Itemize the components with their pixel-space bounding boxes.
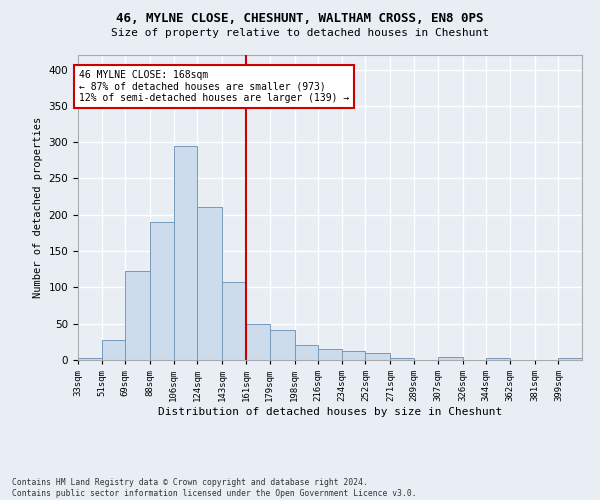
Bar <box>125 272 150 360</box>
Text: 46 MYLNE CLOSE: 168sqm
← 87% of detached houses are smaller (973)
12% of semi-de: 46 MYLNE CLOSE: 168sqm ← 87% of detached… <box>79 70 350 102</box>
Bar <box>269 330 295 360</box>
Bar <box>174 146 197 360</box>
Bar <box>486 358 510 360</box>
Text: 46, MYLNE CLOSE, CHESHUNT, WALTHAM CROSS, EN8 0PS: 46, MYLNE CLOSE, CHESHUNT, WALTHAM CROSS… <box>116 12 484 26</box>
Bar <box>391 358 414 360</box>
Bar <box>150 222 174 360</box>
Bar <box>365 352 391 360</box>
Bar <box>342 352 365 360</box>
Bar <box>318 349 342 360</box>
Bar <box>295 346 318 360</box>
Bar <box>78 358 101 360</box>
Bar <box>197 208 223 360</box>
Text: Size of property relative to detached houses in Cheshunt: Size of property relative to detached ho… <box>111 28 489 38</box>
Bar <box>246 324 269 360</box>
Bar <box>437 357 463 360</box>
Bar <box>559 358 582 360</box>
Bar <box>223 282 246 360</box>
Text: Contains HM Land Registry data © Crown copyright and database right 2024.
Contai: Contains HM Land Registry data © Crown c… <box>12 478 416 498</box>
Y-axis label: Number of detached properties: Number of detached properties <box>33 117 43 298</box>
Bar <box>101 340 125 360</box>
X-axis label: Distribution of detached houses by size in Cheshunt: Distribution of detached houses by size … <box>158 407 502 417</box>
